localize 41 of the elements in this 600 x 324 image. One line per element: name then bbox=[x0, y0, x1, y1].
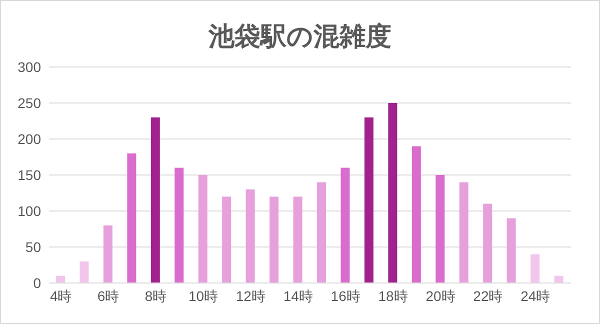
y-tick-label: 150 bbox=[18, 166, 42, 183]
x-tick-label: 16時 bbox=[330, 288, 360, 304]
y-tick-label: 250 bbox=[18, 94, 42, 111]
x-tick-label: 12時 bbox=[236, 288, 266, 304]
y-tick-label: 100 bbox=[18, 202, 42, 219]
chart-title: 池袋駅の混雑度 bbox=[207, 20, 392, 53]
x-tick-label: 22時 bbox=[473, 288, 503, 304]
bar bbox=[530, 254, 540, 283]
y-tick-label: 50 bbox=[25, 238, 42, 255]
bar bbox=[80, 261, 89, 283]
bar bbox=[554, 276, 564, 283]
bar bbox=[150, 117, 160, 283]
bar bbox=[246, 189, 255, 283]
x-tick-label: 14時 bbox=[283, 288, 313, 304]
bar bbox=[198, 175, 208, 283]
x-tick-label: 8時 bbox=[144, 288, 167, 304]
y-tick-label: 0 bbox=[33, 274, 42, 291]
bar bbox=[174, 168, 184, 283]
bar bbox=[317, 182, 326, 283]
bar bbox=[506, 218, 516, 283]
bar bbox=[293, 196, 302, 283]
x-tick-label: 20時 bbox=[426, 288, 456, 304]
bar bbox=[56, 276, 65, 283]
bar bbox=[127, 153, 136, 283]
x-tick-label: 18時 bbox=[378, 288, 408, 304]
bar bbox=[483, 204, 492, 283]
bar bbox=[388, 103, 398, 283]
x-tick-label: 10時 bbox=[188, 288, 218, 304]
y-tick-label: 300 bbox=[18, 58, 42, 75]
bar bbox=[270, 196, 279, 283]
x-tick-label: 4時 bbox=[50, 288, 72, 304]
bar bbox=[340, 168, 350, 283]
x-tick-label: 24時 bbox=[520, 288, 550, 304]
bar bbox=[459, 182, 468, 283]
y-tick-label: 200 bbox=[18, 130, 42, 147]
bar bbox=[103, 225, 112, 283]
bar bbox=[436, 175, 445, 283]
bar bbox=[222, 196, 232, 283]
bar bbox=[364, 117, 374, 283]
bar bbox=[412, 146, 421, 283]
x-tick-label: 6時 bbox=[97, 288, 120, 304]
